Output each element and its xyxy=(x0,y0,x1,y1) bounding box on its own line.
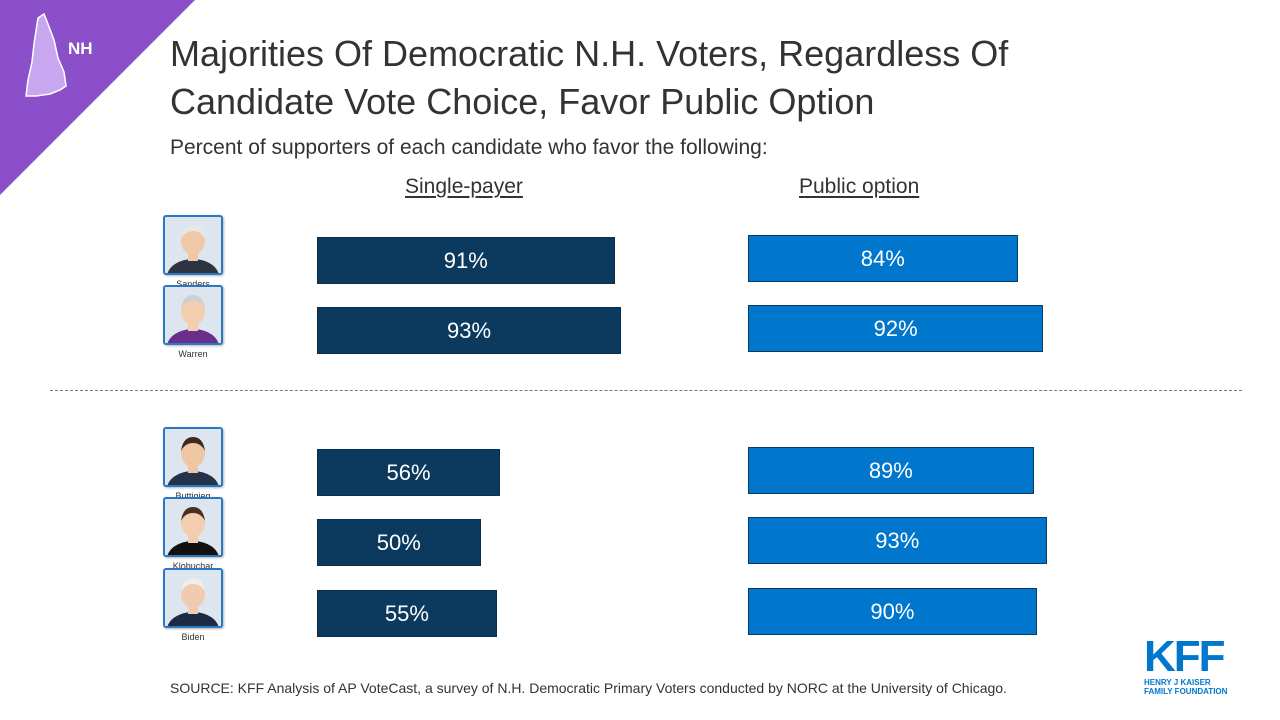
candidate-klobuchar: Klobuchar xyxy=(153,497,233,571)
klobuchar-photo xyxy=(163,497,223,557)
source-note: SOURCE: KFF Analysis of AP VoteCast, a s… xyxy=(170,680,1007,696)
bar-public-option-klobuchar: 93% xyxy=(748,517,1047,564)
data-label: 55% xyxy=(384,600,429,626)
new-hampshire-state-icon xyxy=(25,12,67,97)
logo-mark: KFF xyxy=(1144,632,1226,681)
bar-public-option-warren: 92% xyxy=(748,305,1044,352)
data-label: 93% xyxy=(875,527,920,553)
bar-single-payer-warren: 93% xyxy=(317,307,622,354)
candidate-name: Klobuchar xyxy=(172,561,214,571)
logo-line-2: FAMILY FOUNDATION xyxy=(1144,687,1228,696)
candidate-warren: Warren xyxy=(153,285,233,359)
data-label: 56% xyxy=(386,459,431,485)
sanders-photo xyxy=(163,215,223,275)
data-label: 50% xyxy=(376,529,421,555)
group-divider xyxy=(50,390,1242,391)
data-label: 84% xyxy=(860,245,905,271)
bar-public-option-sanders: 84% xyxy=(748,235,1018,282)
data-label: 89% xyxy=(868,457,913,483)
data-label: 93% xyxy=(447,317,492,343)
bar-single-payer-sanders: 91% xyxy=(317,237,615,284)
data-label: 91% xyxy=(443,247,488,273)
state-label: NH xyxy=(68,39,93,58)
bar-public-option-biden: 90% xyxy=(748,588,1037,635)
kff-logo: KFF HENRY J KAISER FAMILY FOUNDATION xyxy=(1144,632,1236,697)
bar-single-payer-klobuchar: 50% xyxy=(317,519,481,566)
data-label: 92% xyxy=(873,315,918,341)
buttigieg-photo xyxy=(163,427,223,487)
candidate-sanders: Sanders xyxy=(153,215,233,289)
candidate-name: Sanders xyxy=(176,279,210,289)
state-badge: NH xyxy=(0,0,195,195)
logo-line-1: HENRY J KAISER xyxy=(1144,678,1211,687)
bar-single-payer-biden: 55% xyxy=(317,590,497,637)
column-header-public-option: Public option xyxy=(799,175,920,198)
candidate-name: Buttigieg xyxy=(175,491,211,501)
chart-title: Majorities Of Democratic N.H. Voters, Re… xyxy=(170,33,1009,122)
candidate-name: Warren xyxy=(178,349,208,359)
candidate-buttigieg: Buttigieg xyxy=(153,427,233,501)
data-label: 90% xyxy=(870,598,915,624)
candidate-name: Biden xyxy=(181,632,205,642)
column-header-single-payer: Single-payer xyxy=(405,175,523,198)
bar-single-payer-buttigieg: 56% xyxy=(317,449,501,496)
warren-photo xyxy=(163,285,223,345)
candidate-biden: Biden xyxy=(153,568,233,642)
chart-subtitle: Percent of supporters of each candidate … xyxy=(170,136,768,159)
biden-photo xyxy=(163,568,223,628)
bar-public-option-buttigieg: 89% xyxy=(748,447,1034,494)
